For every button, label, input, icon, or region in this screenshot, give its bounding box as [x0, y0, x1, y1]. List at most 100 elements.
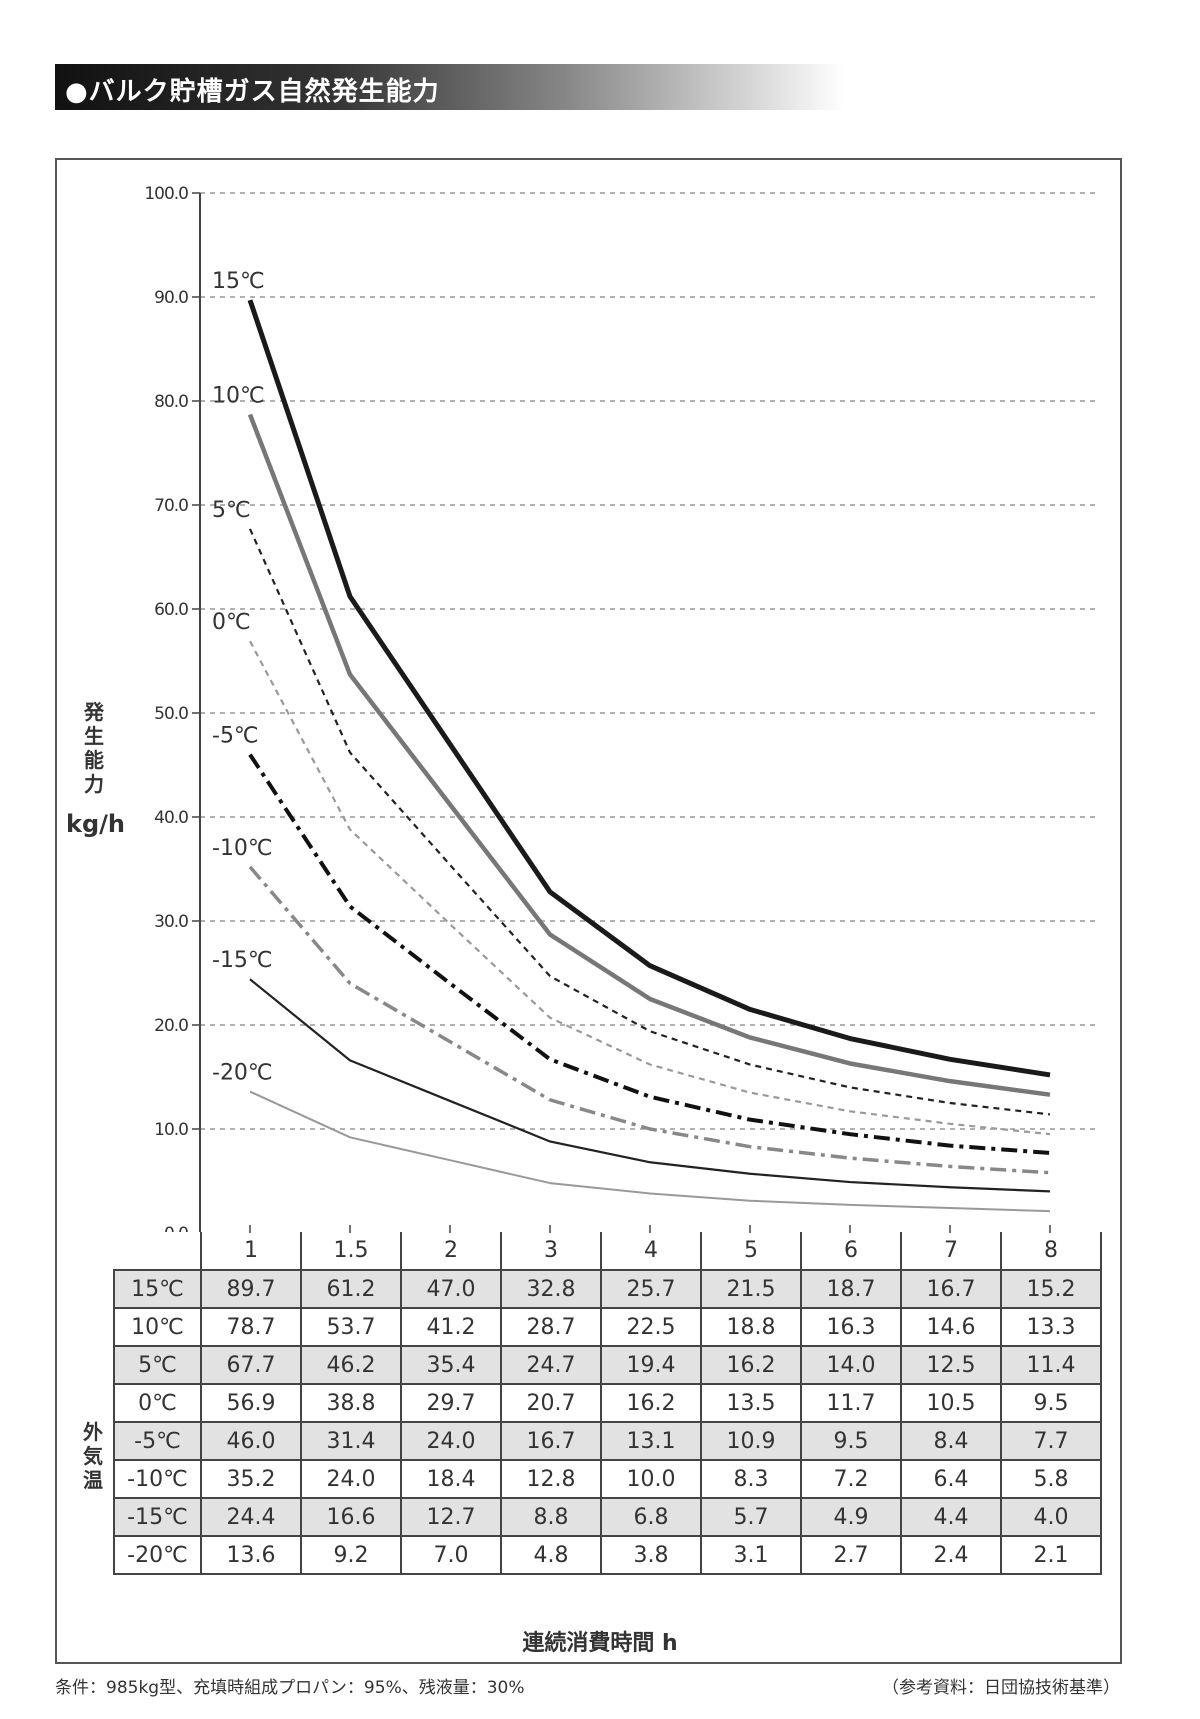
table-cell: 35.4 [400, 1345, 502, 1385]
table-cell: 41.2 [400, 1307, 502, 1347]
table-cell: 4.9 [800, 1497, 902, 1537]
table-cell: 20.7 [500, 1383, 602, 1423]
x-tick-label: 6 [800, 1232, 902, 1271]
table-cell: 10.0 [600, 1459, 702, 1499]
x-axis-title: 連続消費時間 h [522, 1631, 678, 1656]
table-cell: 6.4 [900, 1459, 1002, 1499]
table-cell: 11.4 [1000, 1345, 1102, 1385]
series-label: 5℃ [212, 498, 251, 523]
x-tick-label: 8 [1000, 1232, 1102, 1271]
table-cell: 18.4 [400, 1459, 502, 1499]
table-cell: 10.9 [700, 1421, 802, 1461]
table-row: 0℃ 56.9 38.8 29.7 20.7 16.2 13.5 11.7 10.5 9.5 [113, 1383, 1102, 1423]
y-tick-label: 60.0 [154, 600, 188, 620]
table-cell: 24.0 [400, 1421, 502, 1461]
table-cell: 15.2 [1000, 1269, 1102, 1309]
table-cell: 8.8 [500, 1497, 602, 1537]
table-cell: 53.7 [300, 1307, 402, 1347]
series-line [247, 413, 1051, 1097]
y-tick-label: 90.0 [154, 288, 188, 308]
grid-lines [200, 192, 1100, 1130]
table-cell: 2.4 [900, 1535, 1002, 1575]
table-cell: 9.5 [800, 1421, 902, 1461]
table-cell: 22.5 [600, 1307, 702, 1347]
table-cell: 7.2 [800, 1459, 902, 1499]
table-cell: 19.4 [600, 1345, 702, 1385]
table-corner [114, 1232, 202, 1270]
table-cell: 5.8 [1000, 1459, 1102, 1499]
table-cell: 67.7 [200, 1345, 302, 1385]
y-tick-label: 20.0 [154, 1016, 188, 1036]
table-cell: 2.1 [1000, 1535, 1102, 1575]
x-tick-label: 1 [200, 1232, 302, 1271]
table-cell: 5.7 [700, 1497, 802, 1537]
chart-frame [55, 158, 1122, 1664]
row-header: 5℃ [113, 1345, 202, 1385]
row-header: -10℃ [113, 1459, 202, 1499]
series-line [249, 1090, 1051, 1213]
y-tick-label: 10.0 [154, 1120, 188, 1140]
table-cell: 78.7 [200, 1307, 302, 1347]
series-line [247, 299, 1051, 1078]
table-cell: 3.8 [600, 1535, 702, 1575]
table-cell: 13.6 [200, 1535, 302, 1575]
y-tick-label: 50.0 [154, 704, 188, 724]
table-cell: 13.1 [600, 1421, 702, 1461]
x-tick-label: 4 [600, 1232, 702, 1271]
table-cell: 24.4 [200, 1497, 302, 1537]
table-cell: 11.7 [800, 1383, 902, 1423]
series-line [248, 865, 1051, 1175]
table-cell: 9.2 [300, 1535, 402, 1575]
row-header: 15℃ [113, 1269, 202, 1309]
table-cell: 16.7 [900, 1269, 1002, 1309]
table-cell: 28.7 [500, 1307, 602, 1347]
y-tick-label: 80.0 [154, 392, 188, 412]
table-cell: 46.2 [300, 1345, 402, 1385]
table-cell: 3.1 [700, 1535, 802, 1575]
table-cell: 35.2 [200, 1459, 302, 1499]
footer-source: （参考資料：日団協技術基準） [882, 1678, 1120, 1698]
y-tick-label: 40.0 [154, 808, 188, 828]
table-cell: 6.8 [600, 1497, 702, 1537]
table-cell: 8.3 [700, 1459, 802, 1499]
row-axis-label: 外気温 [83, 1420, 103, 1492]
table-cell: 10.5 [900, 1383, 1002, 1423]
table-cell: 8.4 [900, 1421, 1002, 1461]
data-table: 1 1.5 2 3 4 5 6 7 8 15℃ 89.7 61.2 47.0 32.8 25.7 21.5 18… [113, 1232, 1102, 1575]
series-label: 10℃ [212, 384, 265, 409]
table-cell: 14.6 [900, 1307, 1002, 1347]
table-cell: 32.8 [500, 1269, 602, 1309]
table-cell: 9.5 [1000, 1383, 1102, 1423]
y-axis-title: 発生能力 [84, 700, 104, 796]
row-header: -5℃ [113, 1421, 202, 1461]
table-cell: 61.2 [300, 1269, 402, 1309]
series-label: -15℃ [212, 948, 273, 973]
x-tick-label: 2 [400, 1232, 502, 1271]
series-line [249, 640, 1051, 1136]
table-cell: 4.0 [1000, 1497, 1102, 1537]
y-axis-unit: kg/h [66, 810, 125, 838]
chart-title: ●バルク貯槽ガス自然発生能力 [65, 77, 440, 107]
table-row: -15℃ 24.4 16.6 12.7 8.8 6.8 5.7 4.9 4.4 4.0 [113, 1497, 1102, 1537]
table-cell: 47.0 [400, 1269, 502, 1309]
table-cell: 16.2 [700, 1345, 802, 1385]
x-tick-label: 7 [900, 1232, 1002, 1271]
series-label: -20℃ [212, 1061, 273, 1086]
table-cell: 21.5 [700, 1269, 802, 1309]
table-row: -20℃ 13.6 9.2 7.0 4.8 3.8 3.1 2.7 2.4 2.1 [113, 1535, 1102, 1575]
x-tick-label: 3 [500, 1232, 602, 1271]
table-cell: 7.0 [400, 1535, 502, 1575]
table-cell: 24.0 [300, 1459, 402, 1499]
axes: 0.010.020.030.040.050.060.070.080.090.01… [144, 184, 1051, 1244]
table-cell: 12.8 [500, 1459, 602, 1499]
series-label: 15℃ [212, 269, 265, 294]
row-header: 0℃ [113, 1383, 202, 1423]
table-cell: 14.0 [800, 1345, 902, 1385]
table-cell: 24.7 [500, 1345, 602, 1385]
series-line [248, 528, 1051, 1116]
table-cell: 12.7 [400, 1497, 502, 1537]
y-tick-label: 70.0 [154, 496, 188, 516]
series-label: -10℃ [212, 836, 273, 861]
row-header: -15℃ [113, 1497, 202, 1537]
